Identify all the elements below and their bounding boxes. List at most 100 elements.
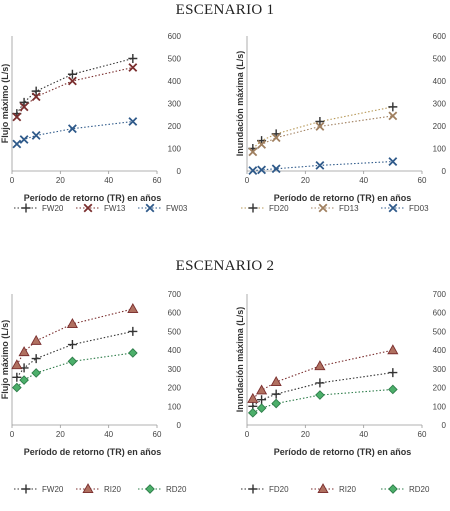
data-point — [270, 376, 282, 387]
series-fw20 — [12, 54, 138, 119]
y-tick-label: 100 — [433, 145, 447, 154]
legend-marker — [388, 484, 398, 494]
data-point — [248, 166, 258, 175]
y-tick-label: 300 — [433, 100, 447, 109]
x-tick-label: 40 — [359, 176, 368, 185]
y-axis-label: Flujo máximo (L/s) — [0, 320, 10, 400]
data-point — [315, 390, 325, 400]
x-tick-label: 0 — [245, 430, 250, 439]
x-tick-label: 60 — [153, 430, 162, 439]
data-point — [11, 359, 23, 370]
legend-label: RI20 — [104, 485, 121, 494]
data-point — [127, 303, 139, 314]
data-point — [388, 111, 398, 121]
data-point — [31, 92, 41, 102]
x-tick-label: 40 — [359, 430, 368, 439]
data-point — [128, 63, 138, 72]
series-fw13 — [12, 63, 138, 122]
legend-marker — [82, 483, 94, 494]
legend-label: RD20 — [166, 485, 187, 494]
series-fd20 — [248, 102, 398, 153]
legend-marker — [248, 484, 258, 494]
series-line — [16, 308, 133, 366]
legend-label: FW20 — [42, 204, 64, 213]
data-point — [388, 368, 398, 378]
series-line — [252, 349, 393, 400]
x-axis-label: Período de retorno (TR) en años — [274, 447, 412, 457]
data-point — [128, 326, 138, 336]
data-point — [128, 54, 138, 63]
series-fd20 — [248, 368, 398, 411]
legend-label: FD13 — [339, 204, 359, 213]
data-point — [315, 117, 325, 126]
x-tick-label: 40 — [104, 430, 113, 439]
data-point — [257, 395, 267, 405]
x-tick-label: 40 — [104, 176, 113, 185]
data-point — [19, 97, 29, 107]
data-point — [388, 102, 398, 112]
data-point — [19, 135, 29, 144]
y-tick-label: 700 — [433, 290, 447, 299]
y-tick-label: 0 — [177, 167, 182, 176]
y-tick-label: 400 — [433, 346, 447, 355]
series-line — [252, 106, 393, 149]
y-tick-label: 500 — [433, 55, 447, 64]
data-point — [127, 348, 138, 358]
data-point — [257, 140, 267, 149]
data-point — [11, 382, 22, 393]
y-tick-label: 300 — [168, 365, 182, 374]
legend-marker — [317, 483, 329, 494]
x-axis-label: Período de retorno (TR) en años — [24, 447, 162, 457]
data-point — [128, 117, 138, 126]
y-tick-label: 600 — [168, 32, 182, 41]
y-axis-label: Inundación máxima (L/s) — [235, 51, 245, 157]
legend-label: FW03 — [166, 204, 188, 213]
x-tick-label: 60 — [418, 430, 427, 439]
y-tick-label: 200 — [433, 122, 447, 131]
x-tick-label: 60 — [153, 176, 162, 185]
data-point — [315, 378, 325, 388]
data-point — [31, 368, 42, 378]
series-ri20 — [247, 344, 399, 403]
data-point — [387, 344, 399, 355]
legend-marker — [21, 484, 31, 494]
data-point — [247, 407, 258, 418]
data-point — [31, 354, 41, 364]
data-point — [67, 356, 78, 367]
y-tick-label: 0 — [442, 167, 447, 176]
data-point — [256, 403, 267, 413]
x-tick-label: 20 — [56, 176, 65, 185]
x-tick-label: 20 — [301, 176, 310, 185]
legend-label: FW20 — [42, 485, 64, 494]
x-tick-label: 0 — [245, 176, 250, 185]
series-line — [16, 57, 133, 114]
y-tick-label: 0 — [177, 421, 182, 430]
y-tick-label: 100 — [433, 402, 447, 411]
y-tick-label: 600 — [433, 32, 447, 41]
series-ri20 — [11, 303, 139, 370]
y-tick-label: 400 — [168, 77, 182, 86]
data-point — [18, 346, 30, 357]
x-axis-label: Período de retorno (TR) en años — [274, 193, 412, 203]
legend-marker — [388, 203, 398, 213]
legend-label: FW13 — [104, 204, 126, 213]
x-tick-label: 60 — [418, 176, 427, 185]
legend-marker — [21, 203, 31, 213]
legend-label: FD03 — [409, 204, 429, 213]
data-point — [388, 157, 398, 166]
legend-marker — [248, 203, 258, 213]
legend-label: FD20 — [269, 204, 289, 213]
x-tick-label: 0 — [10, 176, 15, 185]
data-point — [31, 86, 41, 96]
y-tick-label: 300 — [433, 365, 447, 374]
y-tick-label: 200 — [168, 384, 182, 393]
legend-label: RD20 — [409, 485, 430, 494]
data-point — [31, 131, 41, 140]
scenario-2-heading: ESCENARIO 2 — [175, 258, 275, 274]
data-point — [315, 122, 325, 131]
y-tick-label: 200 — [433, 384, 447, 393]
series-fw03 — [12, 117, 138, 149]
